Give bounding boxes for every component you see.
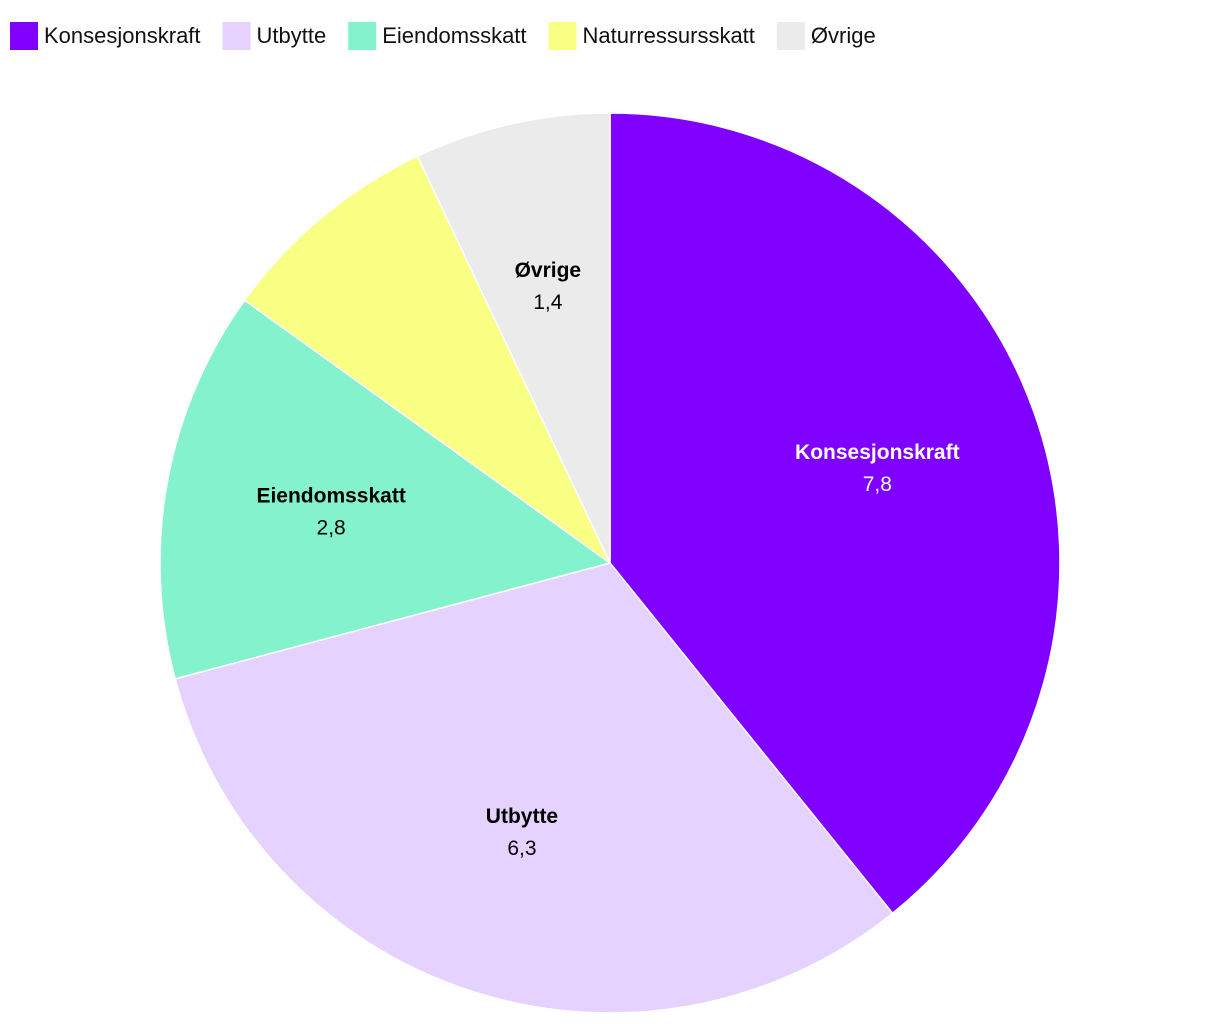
slice-name: Utbytte [486, 805, 558, 828]
legend-label: Naturressursskatt [583, 23, 755, 48]
legend: Konsesjonskraft Utbytte Eiendomsskatt Natur… [10, 22, 876, 50]
legend-label: Eiendomsskatt [382, 23, 526, 48]
pie [159, 112, 1061, 1014]
legend-label: Konsesjonskraft [44, 23, 201, 48]
slice-name: Konsesjonskraft [795, 441, 960, 464]
slice-value: 6,3 [507, 837, 536, 860]
slice-value: 7,8 [863, 473, 892, 496]
slice-value: 1,4 [533, 291, 563, 314]
pie-slice [609, 112, 1061, 915]
pie-slice [159, 299, 612, 680]
slice-value: 2,8 [317, 516, 346, 539]
slice-name: Øvrige [515, 259, 582, 282]
pie-slice [243, 155, 611, 564]
legend-swatch [348, 22, 377, 50]
legend-swatch [776, 22, 805, 50]
pie-slice [416, 112, 611, 564]
legend-label: Utbytte [257, 23, 327, 48]
slice-labels: Konsesjonskraft 7,8 Utbytte 6,3 Eiendomsskat… [256, 259, 959, 860]
legend-swatch [548, 22, 577, 50]
pie-slice [174, 562, 894, 1014]
legend-label: Øvrige [811, 23, 876, 48]
slice-name: Eiendomsskatt [256, 484, 405, 507]
legend-swatch [222, 22, 251, 50]
legend-swatch [10, 22, 38, 50]
